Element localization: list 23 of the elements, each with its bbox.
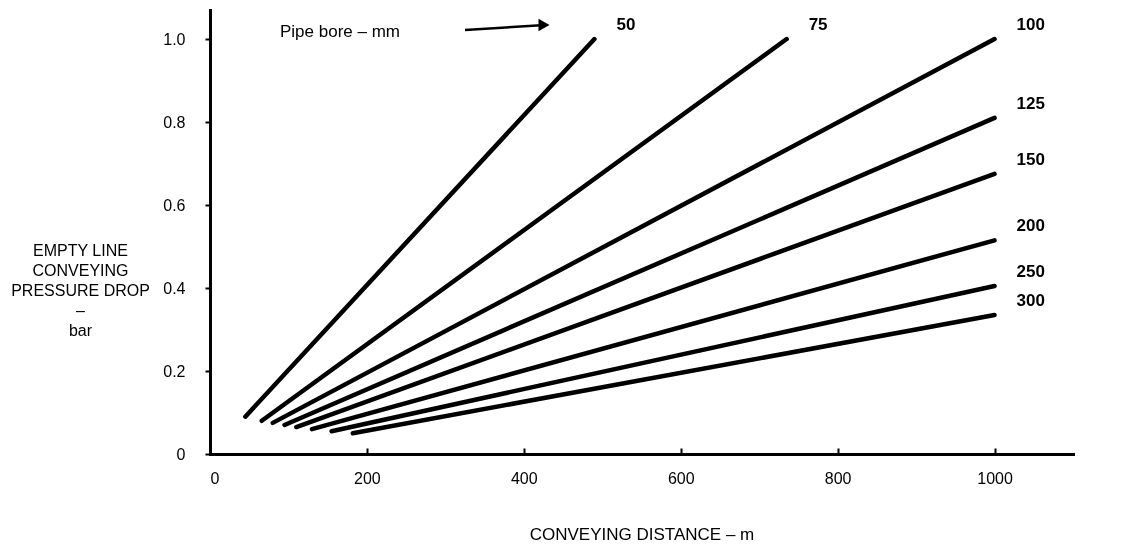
series-label: 125	[1016, 93, 1045, 113]
y-tick-label: 0.6	[163, 196, 186, 214]
series-label: 75	[808, 15, 828, 35]
x-tick-label: 0	[210, 469, 220, 487]
series-label: 150	[1016, 149, 1045, 169]
y-tick-label: 1.0	[163, 30, 186, 48]
series-label: 300	[1016, 290, 1045, 310]
x-tick-label: 400	[510, 469, 538, 487]
series-label: 50	[616, 15, 636, 35]
y-tick-label: 0.8	[163, 113, 186, 131]
x-tick-label: 800	[824, 469, 852, 487]
y-tick-label: 0	[176, 445, 186, 463]
y-axis-title: EMPTY LINE CONVEYING PRESSURE DROP – bar	[11, 241, 150, 339]
x-tick-label: 600	[667, 469, 695, 487]
annotation: Pipe bore – mm	[280, 22, 400, 41]
x-tick-label: 1000	[977, 469, 1013, 487]
series-label: 250	[1016, 261, 1045, 281]
y-tick-label: 0.2	[163, 362, 186, 380]
x-tick-label: 200	[354, 469, 381, 487]
series-label: 200	[1016, 216, 1045, 236]
series-label: 100	[1016, 15, 1045, 35]
y-tick-label: 0.4	[163, 279, 186, 297]
x-axis-title: CONVEYING DISTANCE – m	[529, 524, 755, 544]
